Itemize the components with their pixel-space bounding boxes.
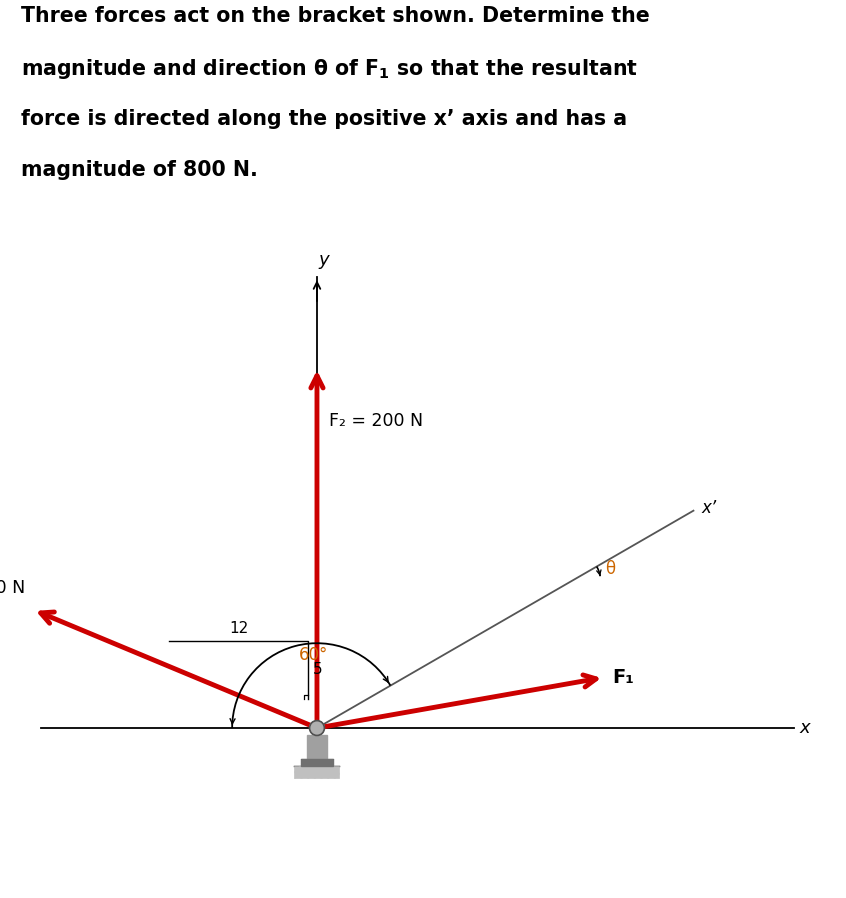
Text: y: y <box>318 251 328 269</box>
Text: 12: 12 <box>229 621 248 637</box>
Bar <box>307 735 327 760</box>
Text: magnitude of 800 N.: magnitude of 800 N. <box>21 160 258 180</box>
FancyBboxPatch shape <box>294 766 339 778</box>
Text: Three forces act on the bracket shown. Determine the: Three forces act on the bracket shown. D… <box>21 6 650 26</box>
Text: x’: x’ <box>701 499 717 517</box>
Text: F₁: F₁ <box>612 668 634 687</box>
Text: F₂ = 200 N: F₂ = 200 N <box>328 411 423 429</box>
Text: magnitude and direction θ of $\mathbf{F_1}$ so that the resultant: magnitude and direction θ of $\mathbf{F_… <box>21 57 638 82</box>
Text: θ: θ <box>606 559 615 577</box>
Text: 5: 5 <box>313 662 322 677</box>
Text: x: x <box>799 719 810 737</box>
Text: force is directed along the positive x’ axis and has a: force is directed along the positive x’ … <box>21 109 627 128</box>
Text: 60°: 60° <box>299 647 327 665</box>
Circle shape <box>310 720 324 735</box>
Text: F₃ = 180 N: F₃ = 180 N <box>0 578 25 596</box>
Bar <box>300 760 333 766</box>
